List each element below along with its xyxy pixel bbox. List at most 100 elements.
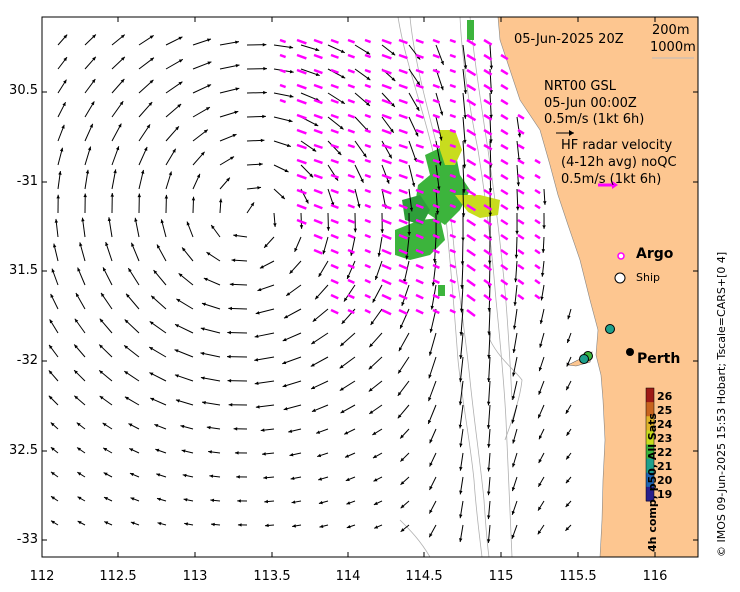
radar-arrow <box>296 203 307 210</box>
model-arrowhead <box>264 523 269 528</box>
model-arrowhead <box>149 347 154 351</box>
radar-arrow <box>500 68 509 76</box>
model-arrowhead <box>77 447 82 451</box>
model-arrowhead <box>203 277 208 282</box>
model-arrowhead <box>172 148 176 153</box>
y-tick-label: 31.5 <box>9 263 38 278</box>
model-arrowhead <box>99 370 104 375</box>
model-arrowhead <box>263 475 268 480</box>
model-arrow <box>430 308 437 333</box>
model-arrowhead <box>346 274 351 279</box>
model-arrowhead <box>326 227 331 231</box>
model-arrowhead <box>439 136 443 141</box>
model-arrowhead <box>236 475 240 479</box>
model-arrowhead <box>386 179 390 184</box>
radar-arrow <box>381 248 392 256</box>
radar-arrow <box>415 248 424 255</box>
radar-arrow <box>398 53 408 60</box>
radar-arrow <box>415 308 424 315</box>
model-arrowhead <box>206 252 211 256</box>
model-arrowhead <box>374 275 379 280</box>
model-arrowhead <box>85 169 90 174</box>
model-arrowhead <box>209 474 214 478</box>
radar-arrow <box>483 203 493 211</box>
radar-arrow <box>500 53 509 61</box>
model-arrowhead <box>49 319 54 324</box>
colorbar <box>645 387 655 502</box>
radar-arrow <box>449 188 457 194</box>
radar-arrow <box>517 158 525 165</box>
radar-arrow <box>483 98 493 106</box>
model-arrowhead <box>103 447 108 452</box>
model-arrowhead <box>512 439 516 444</box>
radar-arrow <box>483 188 493 196</box>
radar-arrow <box>364 293 371 299</box>
radar-arrow <box>347 203 355 209</box>
model-arrowhead <box>512 372 516 377</box>
model-arrowhead <box>489 139 493 144</box>
model-arrowhead <box>149 321 154 325</box>
model-arrowhead <box>377 252 382 257</box>
model-arrowhead <box>290 476 295 481</box>
radar-arrow <box>330 263 339 270</box>
model-arrowhead <box>299 225 304 229</box>
radar-arrow <box>296 83 307 90</box>
model-arrowhead <box>463 65 468 70</box>
radar-arrow <box>500 248 509 256</box>
model-arrowhead <box>415 106 420 111</box>
model-arrowhead <box>175 324 180 328</box>
model-arrowhead <box>401 302 405 306</box>
radar-arrow <box>364 203 372 209</box>
model-arrowhead <box>178 81 183 86</box>
colorbar-tick: 19 <box>657 488 673 501</box>
model-arrowhead <box>314 122 319 126</box>
model-arrowhead <box>292 524 297 528</box>
model-arrowhead <box>99 396 104 400</box>
model-arrowhead <box>567 315 571 320</box>
radar-arrow <box>415 173 424 179</box>
model-arrowhead <box>339 364 344 369</box>
radar-arrow <box>330 278 339 285</box>
radar-arrow <box>517 218 525 225</box>
radar-arrow <box>398 173 408 180</box>
model-arrowhead <box>237 499 241 503</box>
colorbar-swatch <box>646 388 654 403</box>
model-arrowhead <box>74 370 78 374</box>
radar-arrow <box>381 278 392 286</box>
radar-arrow <box>432 293 440 300</box>
model-arrowhead <box>48 395 53 400</box>
radar-arrow <box>534 233 541 240</box>
radar-arrow <box>347 68 356 74</box>
model-arrowhead <box>539 343 543 348</box>
radar-arrow <box>534 218 541 225</box>
model-arrowhead <box>391 77 396 82</box>
radar-arrow <box>415 218 424 225</box>
model-arrowhead <box>294 247 298 252</box>
radar-arrow <box>432 158 441 164</box>
model-arrowhead <box>400 457 405 462</box>
radar-arrow <box>279 83 287 89</box>
model-arrowhead <box>400 434 404 439</box>
model-arrowhead <box>83 193 87 198</box>
model-arrowhead <box>128 423 133 427</box>
model-arrowhead <box>366 76 371 81</box>
model-arrowhead <box>516 182 521 187</box>
radar-arrow <box>347 188 355 194</box>
radar-arrow <box>517 188 525 195</box>
radar-arrow <box>517 263 525 271</box>
radar-arrow <box>449 53 457 59</box>
model-arrow <box>462 68 467 94</box>
model-arrowhead <box>291 500 296 504</box>
ship-marker <box>579 354 589 364</box>
radar-arrow <box>415 113 424 119</box>
model-arrowhead <box>429 328 434 333</box>
model-arrowhead <box>110 193 114 197</box>
radar-arrow <box>449 248 457 254</box>
model-arrowhead <box>405 255 409 260</box>
radar-arrow <box>364 158 372 164</box>
radar-arrow <box>330 218 339 225</box>
radar-arrow <box>415 68 424 74</box>
model-arrowhead <box>540 296 544 301</box>
model-arrowhead <box>411 182 416 187</box>
radar-arrow <box>398 248 408 255</box>
